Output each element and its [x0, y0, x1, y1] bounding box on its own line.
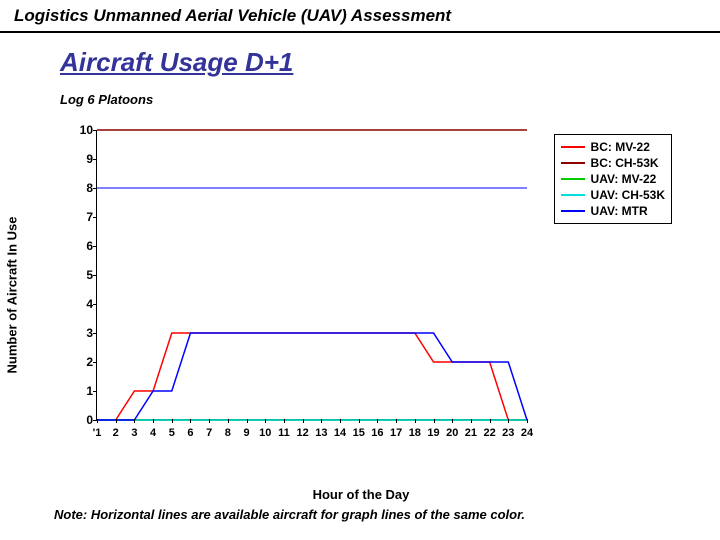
x-tick-label: 3	[131, 427, 137, 439]
x-tick-mark	[209, 419, 210, 423]
x-tick-label: 11	[278, 427, 290, 439]
x-tick-label: 15	[353, 427, 365, 439]
x-tick-label: 14	[334, 427, 346, 439]
x-tick-mark	[265, 419, 266, 423]
legend-item: BC: CH-53K	[561, 155, 665, 171]
x-tick-mark	[97, 419, 98, 423]
x-tick-mark	[490, 419, 491, 423]
series-line	[97, 333, 527, 420]
x-tick-mark	[303, 419, 304, 423]
x-tick-label: 24	[521, 427, 533, 439]
y-tick-label: 5	[69, 268, 93, 282]
y-tick-mark	[93, 130, 97, 131]
x-tick-label: 16	[371, 427, 383, 439]
series-line	[97, 333, 527, 420]
x-tick-mark	[415, 419, 416, 423]
y-tick-label: 7	[69, 210, 93, 224]
y-tick-label: 1	[69, 384, 93, 398]
x-tick-label: 12	[297, 427, 309, 439]
legend-swatch	[561, 146, 585, 148]
legend-label: UAV: MV-22	[591, 172, 657, 186]
y-axis-label: Number of Aircraft In Use	[5, 217, 20, 374]
x-tick-label: 21	[465, 427, 477, 439]
x-tick-label: 19	[427, 427, 439, 439]
x-tick-mark	[321, 419, 322, 423]
chart-svg	[97, 130, 526, 419]
x-tick-mark	[116, 419, 117, 423]
legend-item: UAV: CH-53K	[561, 187, 665, 203]
x-tick-mark	[228, 419, 229, 423]
y-tick-mark	[93, 217, 97, 218]
legend-item: UAV: MTR	[561, 203, 665, 219]
y-tick-label: 3	[69, 326, 93, 340]
y-tick-mark	[93, 391, 97, 392]
legend-label: UAV: MTR	[591, 204, 648, 218]
x-tick-mark	[134, 419, 135, 423]
x-tick-label: 9	[244, 427, 250, 439]
x-tick-mark	[284, 419, 285, 423]
legend-item: BC: MV-22	[561, 139, 665, 155]
x-tick-label: 17	[390, 427, 402, 439]
x-tick-mark	[527, 419, 528, 423]
y-tick-mark	[93, 188, 97, 189]
x-tick-mark	[247, 419, 248, 423]
legend-swatch	[561, 178, 585, 180]
legend-swatch	[561, 194, 585, 196]
x-tick-mark	[340, 419, 341, 423]
footnote: Note: Horizontal lines are available air…	[54, 507, 525, 522]
x-tick-mark	[452, 419, 453, 423]
legend-label: UAV: CH-53K	[591, 188, 665, 202]
x-tick-label: 18	[409, 427, 421, 439]
x-tick-label: 13	[315, 427, 327, 439]
x-tick-label: 10	[259, 427, 271, 439]
x-tick-label: 8	[225, 427, 231, 439]
x-tick-mark	[190, 419, 191, 423]
y-tick-mark	[93, 246, 97, 247]
y-tick-mark	[93, 333, 97, 334]
x-tick-mark	[396, 419, 397, 423]
y-tick-label: 6	[69, 239, 93, 253]
x-tick-label: 22	[483, 427, 495, 439]
x-tick-mark	[434, 419, 435, 423]
x-tick-label: 6	[187, 427, 193, 439]
x-tick-label: 23	[502, 427, 514, 439]
legend: BC: MV-22 BC: CH-53K UAV: MV-22 UAV: CH-53K…	[554, 134, 672, 224]
x-tick-label: 20	[446, 427, 458, 439]
x-tick-mark	[471, 419, 472, 423]
x-tick-label: 4	[150, 427, 156, 439]
chart-subtitle: Log 6 Platoons	[60, 92, 720, 107]
y-tick-mark	[93, 362, 97, 363]
chart-title: Aircraft Usage D+1	[60, 47, 720, 78]
x-tick-mark	[377, 419, 378, 423]
x-tick-label: '1	[93, 427, 102, 439]
y-tick-label: 9	[69, 152, 93, 166]
y-tick-mark	[93, 304, 97, 305]
y-tick-label: 0	[69, 413, 93, 427]
x-tick-mark	[359, 419, 360, 423]
legend-item: UAV: MV-22	[561, 171, 665, 187]
x-tick-label: 7	[206, 427, 212, 439]
legend-label: BC: MV-22	[591, 140, 650, 154]
x-tick-mark	[153, 419, 154, 423]
x-tick-label: 5	[169, 427, 175, 439]
x-axis-label: Hour of the Day	[313, 487, 410, 502]
legend-label: BC: CH-53K	[591, 156, 659, 170]
header-bar: Logistics Unmanned Aerial Vehicle (UAV) …	[0, 0, 720, 33]
header-title: Logistics Unmanned Aerial Vehicle (UAV) …	[14, 6, 706, 26]
y-tick-mark	[93, 159, 97, 160]
legend-swatch	[561, 162, 585, 164]
y-tick-label: 8	[69, 181, 93, 195]
x-tick-label: 2	[113, 427, 119, 439]
y-tick-mark	[93, 275, 97, 276]
legend-swatch	[561, 210, 585, 212]
y-tick-label: 4	[69, 297, 93, 311]
x-tick-mark	[508, 419, 509, 423]
chart-container: Number of Aircraft In Use 012345678910'1…	[56, 130, 666, 460]
y-tick-label: 10	[69, 123, 93, 137]
x-tick-mark	[172, 419, 173, 423]
y-tick-label: 2	[69, 355, 93, 369]
plot-area: 012345678910'123456789101112131415161718…	[96, 130, 526, 420]
